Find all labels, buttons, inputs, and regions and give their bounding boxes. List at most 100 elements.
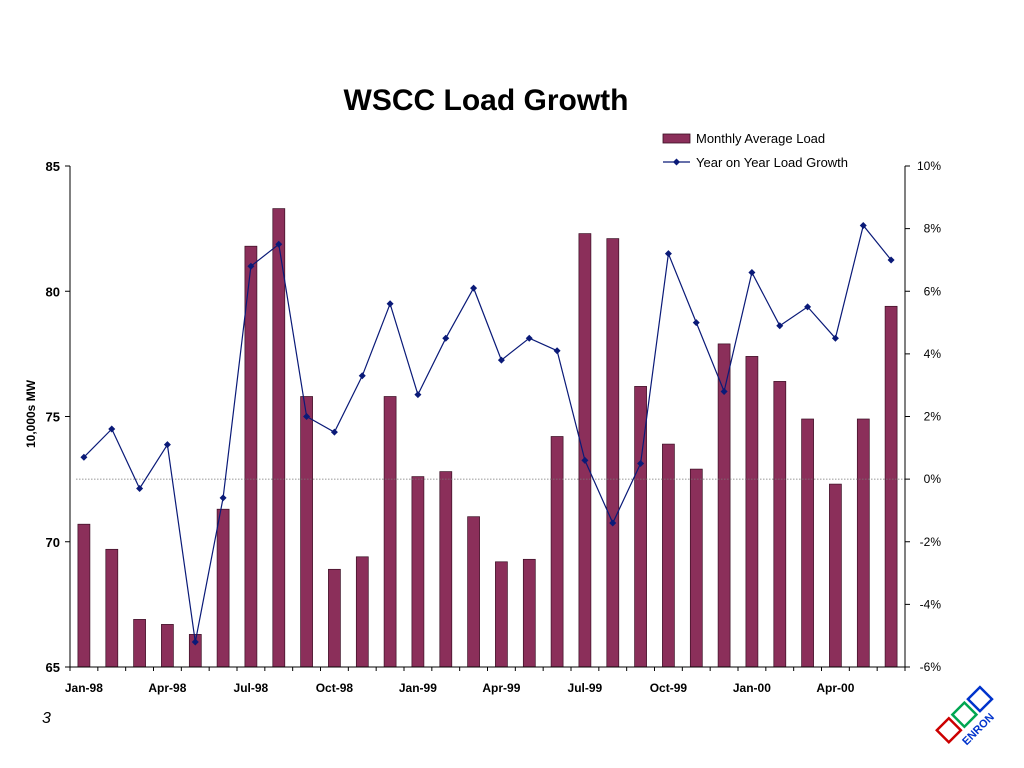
logo-wordmark: ENRON (960, 711, 997, 748)
bar-sep-98 (300, 396, 313, 668)
bar-jun-00 (884, 305, 898, 668)
bar-series (77, 208, 898, 668)
right-tick-label: 8% (924, 222, 942, 236)
right-tick-label: 4% (924, 347, 942, 361)
page-number: 3 (42, 710, 51, 727)
point-sep-98 (303, 413, 311, 420)
point-feb-00 (776, 322, 784, 330)
point-jan-00 (748, 268, 756, 276)
right-tick-label: 10% (917, 159, 941, 173)
bar-oct-98 (328, 568, 341, 668)
x-tick-label: Jul-99 (568, 681, 603, 695)
bar-jul-99 (578, 233, 592, 668)
point-oct-99 (664, 250, 672, 258)
enron-logo: ENRON (935, 685, 997, 748)
yoy-growth-line (83, 224, 892, 643)
axes (65, 165, 910, 671)
point-feb-99 (442, 334, 450, 342)
bar-jun-99 (550, 436, 564, 668)
bar-jun-98 (216, 508, 230, 668)
bar-jul-98 (244, 245, 258, 668)
x-tick-label: Apr-00 (816, 681, 854, 695)
point-may-98 (191, 638, 199, 646)
point-apr-99 (497, 356, 505, 364)
point-jun-99 (553, 347, 561, 355)
point-jul-98 (247, 262, 255, 270)
left-tick-label: 75 (46, 410, 60, 425)
point-jul-99 (581, 456, 589, 464)
point-jan-99 (414, 391, 422, 399)
point-sep-99 (637, 459, 645, 467)
line-series (80, 221, 895, 646)
legend-swatch-monthly-load (662, 133, 691, 144)
right-tick-label: 2% (924, 410, 942, 424)
left-tick-label: 80 (46, 284, 60, 299)
right-tick-label: 6% (924, 284, 942, 298)
bar-aug-99 (606, 238, 620, 668)
bar-jan-00 (745, 356, 759, 668)
left-tick-label: 70 (46, 535, 60, 550)
y-axis-title: 10,000s MW (24, 379, 38, 448)
legend-label-yoy-growth: Year on Year Load Growth (696, 155, 848, 170)
point-jun-00 (887, 256, 895, 264)
right-tick-label: -2% (920, 535, 942, 549)
bar-apr-00 (829, 483, 842, 668)
x-tick-label: Jan-98 (65, 681, 103, 695)
bar-may-99 (522, 558, 536, 668)
point-oct-98 (330, 428, 338, 436)
bar-feb-99 (439, 471, 453, 668)
bar-feb-98 (105, 548, 119, 668)
bar-oct-99 (662, 443, 675, 668)
x-tick-label: Jan-99 (399, 681, 437, 695)
bar-jan-99 (411, 476, 425, 668)
logo-red-square (935, 716, 963, 745)
tick-labels: 85 80 75 70 65 10% 8% 6% 4% 2% 0% -2% -4% -6% Jan-98 Ap… (46, 159, 942, 695)
bar-nov-99 (689, 468, 703, 668)
bar-apr-98 (161, 624, 174, 668)
bar-mar-99 (467, 516, 480, 668)
point-apr-98 (163, 441, 171, 449)
bar-mar-98 (133, 619, 146, 668)
point-may-99 (525, 334, 533, 342)
point-aug-98 (275, 240, 283, 248)
point-mar-99 (470, 284, 478, 292)
logo-blue-square (966, 685, 994, 713)
point-dec-99 (720, 387, 728, 395)
chart-title: WSCC Load Growth (344, 84, 629, 117)
legend: Monthly Average Load Year on Year Load G… (662, 131, 848, 170)
x-tick-label: Jul-98 (234, 681, 269, 695)
bar-dec-98 (383, 396, 397, 668)
bar-aug-98 (272, 208, 286, 668)
legend-marker-yoy-growth (673, 158, 680, 166)
point-may-00 (859, 221, 867, 229)
point-mar-98 (136, 485, 144, 493)
x-tick-label: Oct-99 (650, 681, 688, 695)
left-tick-label: 65 (46, 660, 60, 675)
point-jan-98 (80, 453, 88, 461)
right-tick-label: 0% (924, 472, 942, 486)
point-feb-98 (108, 425, 116, 433)
point-apr-00 (831, 334, 839, 342)
bar-mar-00 (801, 418, 814, 668)
point-dec-98 (386, 300, 394, 308)
x-tick-label: Oct-98 (316, 681, 354, 695)
point-aug-99 (609, 519, 617, 527)
bar-feb-00 (773, 381, 787, 668)
point-nov-99 (692, 319, 700, 327)
right-tick-label: -6% (920, 660, 942, 674)
point-jun-98 (219, 494, 227, 502)
bar-jan-98 (77, 523, 91, 668)
point-nov-98 (358, 372, 366, 380)
bar-apr-99 (495, 561, 508, 668)
point-mar-00 (804, 303, 812, 311)
left-tick-label: 85 (46, 159, 60, 174)
x-tick-label: Jan-00 (733, 681, 771, 695)
legend-label-monthly-load: Monthly Average Load (696, 131, 825, 146)
x-tick-label: Apr-98 (148, 681, 186, 695)
bar-nov-98 (355, 556, 369, 668)
bar-may-00 (856, 418, 870, 668)
x-tick-label: Apr-99 (482, 681, 520, 695)
right-tick-label: -4% (920, 597, 942, 611)
logo-green-square (950, 700, 979, 729)
